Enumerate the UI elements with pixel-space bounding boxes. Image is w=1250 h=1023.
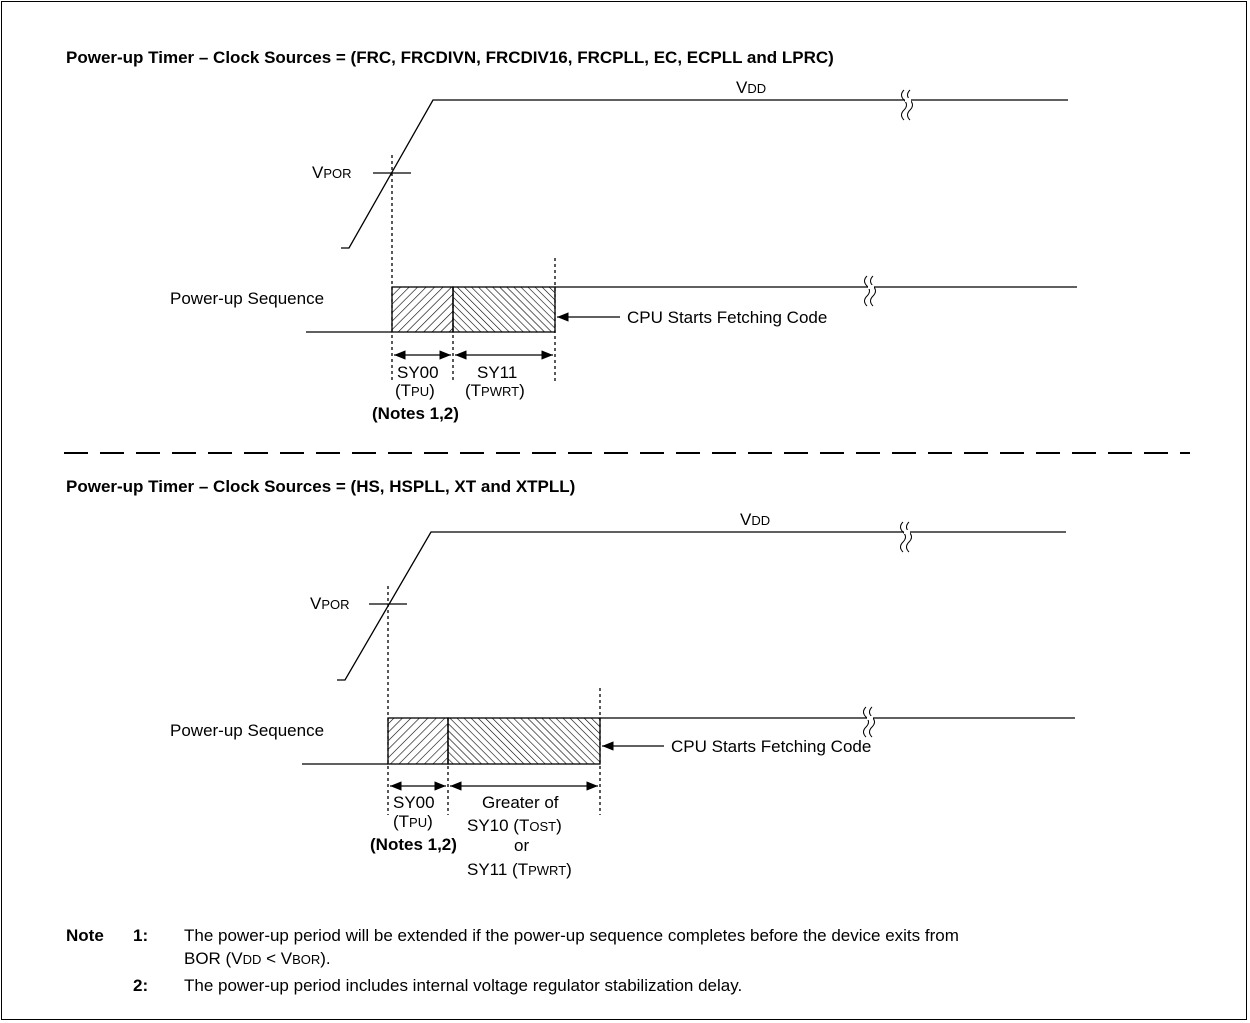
bottom-vdd-waveform: [337, 531, 1066, 681]
bottom-vpor-label: VPOR: [310, 594, 350, 613]
note-1-line-1: The power-up period will be extended if …: [184, 926, 959, 945]
top-seq-break-icon: [864, 275, 876, 307]
bottom-or-label: or: [514, 836, 529, 855]
top-tpwrt-block: [452, 286, 556, 333]
note-1-line-2: BOR (VDD < VBOR).: [184, 949, 331, 968]
bottom-tpu-label: (TPU): [393, 812, 433, 831]
top-sy00-label: SY00: [397, 363, 439, 382]
top-title: Power-up Timer – Clock Sources = (FRC, F…: [66, 48, 834, 67]
top-tpu-block: [391, 286, 454, 333]
bottom-sy00-label: SY00: [393, 793, 435, 812]
top-vpor-label: VPOR: [312, 163, 352, 182]
bottom-tost-block: [447, 717, 601, 765]
top-vdd-label: VDD: [736, 78, 766, 97]
bottom-sy10-label: SY10 (TOST): [467, 816, 562, 835]
bottom-vdd-break-icon: [900, 521, 912, 553]
bottom-title: Power-up Timer – Clock Sources = (HS, HS…: [66, 477, 575, 496]
top-vdd-waveform: [341, 99, 1068, 249]
top-tpwrt-label: (TPWRT): [465, 381, 525, 400]
bottom-vdd-label: VDD: [740, 510, 770, 529]
top-cpu-label: CPU Starts Fetching Code: [627, 308, 827, 327]
note-2-text: The power-up period includes internal vo…: [184, 976, 742, 995]
top-sequence-label: Power-up Sequence: [170, 289, 324, 308]
bottom-sy11-label: SY11 (TPWRT): [467, 860, 572, 879]
top-vdd-break-icon: [901, 89, 913, 121]
bottom-notes-label: (Notes 1,2): [370, 835, 457, 854]
bottom-cpu-label: CPU Starts Fetching Code: [671, 737, 871, 756]
top-tpu-label: (TPU): [395, 381, 435, 400]
note-1-number: 1:: [133, 926, 148, 945]
top-sy11-label: SY11: [477, 363, 517, 382]
top-notes-label: (Notes 1,2): [372, 404, 459, 423]
bottom-greater-of-label: Greater of: [482, 793, 559, 812]
note-word: Note: [66, 926, 104, 945]
bottom-seq-break-icon: [863, 706, 875, 738]
note-2-number: 2:: [133, 976, 148, 995]
bottom-sequence-label: Power-up Sequence: [170, 721, 324, 740]
bottom-tpu-block: [387, 717, 449, 765]
